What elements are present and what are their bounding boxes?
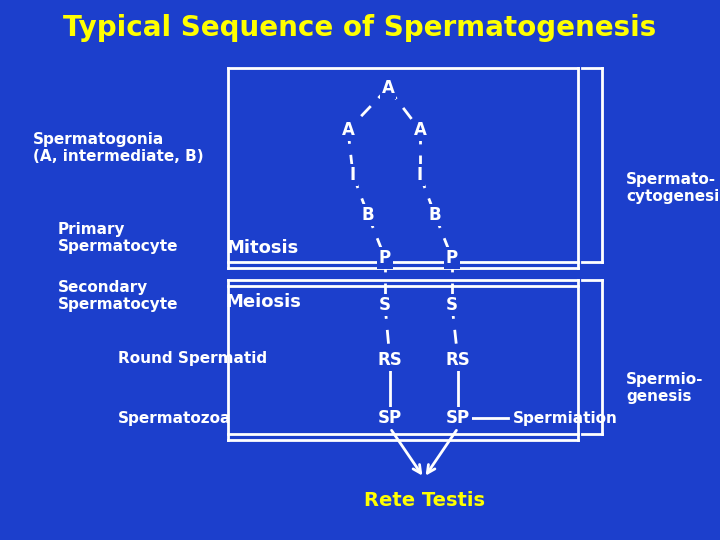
Text: I: I xyxy=(417,166,423,184)
Text: B: B xyxy=(428,206,441,224)
Text: RS: RS xyxy=(446,351,470,369)
Text: S: S xyxy=(446,296,458,314)
Text: RS: RS xyxy=(377,351,402,369)
Text: B: B xyxy=(361,206,374,224)
Text: Secondary
Spermatocyte: Secondary Spermatocyte xyxy=(58,280,179,312)
Text: I: I xyxy=(350,166,356,184)
Text: Round Spermatid: Round Spermatid xyxy=(118,350,267,366)
Text: S: S xyxy=(379,296,391,314)
Text: Typical Sequence of Spermatogenesis: Typical Sequence of Spermatogenesis xyxy=(63,14,657,42)
Text: Spermiation: Spermiation xyxy=(513,410,618,426)
Text: A: A xyxy=(382,79,395,97)
Text: SP: SP xyxy=(378,409,402,427)
Text: P: P xyxy=(379,249,391,267)
Text: Meiosis: Meiosis xyxy=(225,293,301,311)
Text: Spermatozoa: Spermatozoa xyxy=(118,410,231,426)
Text: Rete Testis: Rete Testis xyxy=(364,490,485,510)
Text: A: A xyxy=(341,121,354,139)
Text: Spermato-
cytogenesis: Spermato- cytogenesis xyxy=(626,172,720,204)
Text: Spermio-
genesis: Spermio- genesis xyxy=(626,372,703,404)
Text: Primary
Spermatocyte: Primary Spermatocyte xyxy=(58,222,179,254)
Text: Spermatogonia
(A, intermediate, B): Spermatogonia (A, intermediate, B) xyxy=(32,132,203,164)
Text: A: A xyxy=(413,121,426,139)
Text: SP: SP xyxy=(446,409,470,427)
Text: Mitosis: Mitosis xyxy=(227,239,299,257)
Text: P: P xyxy=(446,249,458,267)
